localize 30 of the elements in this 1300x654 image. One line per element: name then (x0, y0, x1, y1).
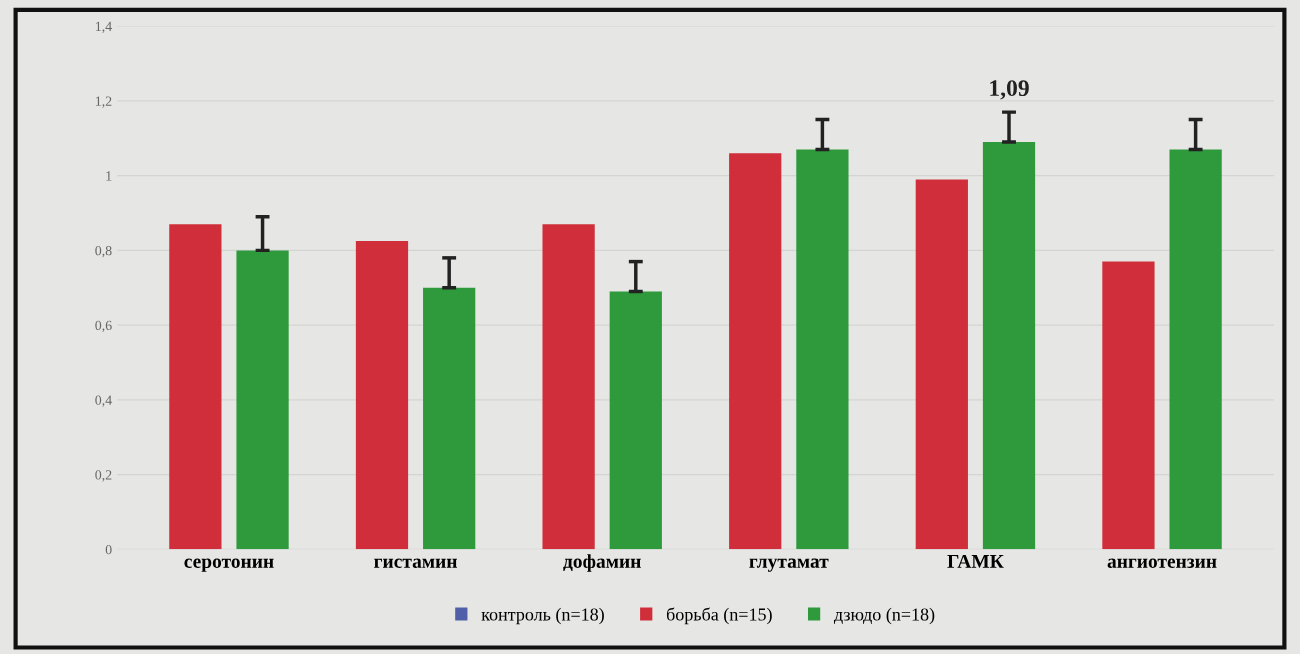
bar (1169, 149, 1222, 550)
x-tick-label: глутамат (749, 558, 829, 572)
legend-label: контроль (n=18) (481, 607, 604, 625)
bar (236, 250, 289, 550)
bar (729, 153, 782, 550)
y-tick-label: 0 (105, 544, 112, 555)
bar (542, 224, 595, 550)
y-tick-label: 1,2 (96, 96, 112, 108)
bar (355, 241, 409, 550)
x-tick-label: ГАМК (947, 554, 1004, 568)
y-tick-label: 0,2 (95, 470, 112, 482)
bar (1102, 261, 1155, 550)
y-tick-label: 0,8 (95, 245, 112, 258)
x-tick-label: ангиотензин (1107, 558, 1217, 568)
x-tick-label: гистамин (374, 558, 457, 568)
bar (609, 291, 662, 550)
bar (982, 142, 1036, 550)
legend-label: борьба (n=15) (666, 607, 772, 625)
y-tick-label: 0,6 (95, 320, 112, 333)
legend-label: дзюдо (n=18) (833, 607, 935, 625)
y-tick-label: 1 (106, 171, 112, 181)
bar (796, 149, 849, 550)
bar (169, 224, 222, 550)
x-tick-label: серотонин (184, 558, 274, 572)
x-tick-label: дофамин (563, 554, 641, 572)
bar (915, 179, 968, 550)
y-tick-label: 1,4 (96, 21, 112, 34)
y-tick-label: 0,4 (95, 395, 112, 407)
bar (423, 287, 476, 550)
data-label: 1,09 (990, 80, 1029, 100)
